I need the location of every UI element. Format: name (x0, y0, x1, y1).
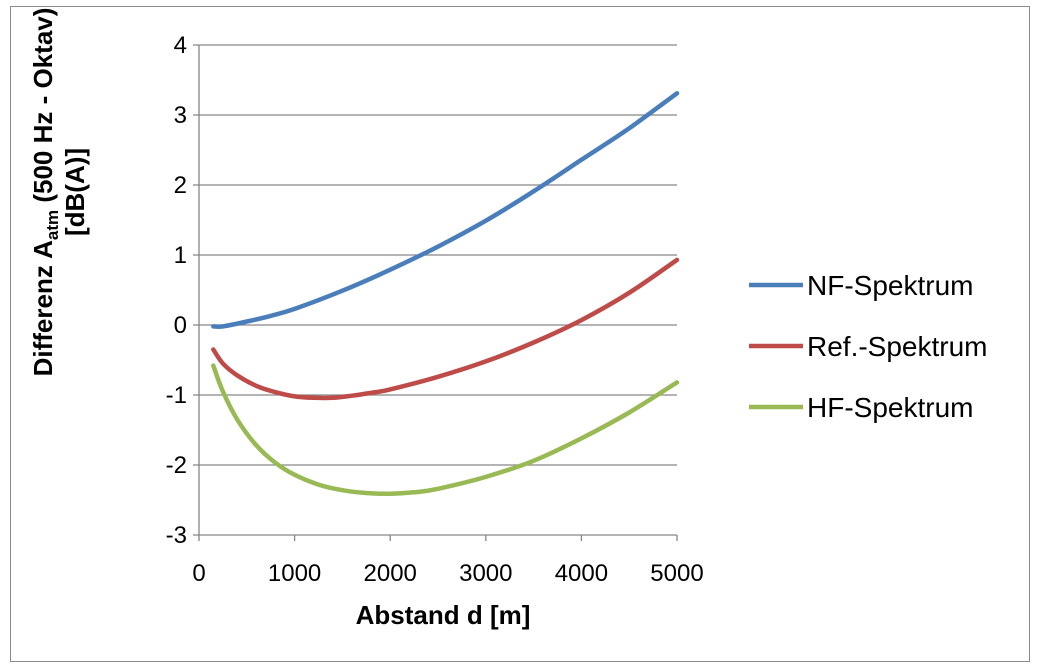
y-tick-label: 0 (174, 312, 187, 339)
series-line-2 (211, 257, 680, 401)
x-tick-label: 4000 (555, 560, 608, 587)
x-axis-title: Abstand d [m] (356, 600, 531, 630)
legend-label: HF-Spektrum (807, 392, 973, 423)
y-axis-title-suffix: (500 Hz - Oktav) (28, 8, 58, 210)
x-tick-label: 1000 (268, 560, 321, 587)
series-line-3 (211, 363, 680, 496)
legend-label: Ref.-Spektrum (807, 331, 988, 362)
y-axis-title-prefix: Differenz A (28, 240, 58, 376)
x-tick-label: 2000 (364, 560, 417, 587)
gridlines (193, 44, 677, 536)
y-axis-title-subscript: atm (43, 210, 62, 240)
y-axis-title-unit: [dB(A)] (60, 148, 90, 236)
y-tick-label: 4 (174, 32, 187, 59)
y-tick-label: 1 (174, 242, 187, 269)
y-tick-label: -1 (166, 382, 187, 409)
x-tick-label: 0 (192, 560, 205, 587)
x-tick-label: 3000 (459, 560, 512, 587)
legend-label: NF-Spektrum (807, 270, 973, 301)
series-line-1 (211, 91, 680, 330)
legend: NF-Spektrum Ref.-Spektrum HF-Spektrum (749, 270, 988, 423)
y-tick-label: 2 (174, 172, 187, 199)
axis-titles: Abstand d [m] Differenz Aatm (500 Hz - O… (28, 8, 530, 630)
series-lines (211, 91, 680, 496)
y-axis-title: Differenz Aatm (500 Hz - Oktav) (28, 8, 62, 377)
chart-frame: 4 3 2 1 0 -1 -2 -3 0 1000 2000 3000 4000 5000 NF-Spek… (10, 6, 1030, 662)
y-tick-label: 3 (174, 102, 187, 129)
x-tick-label: 5000 (650, 560, 703, 587)
y-tick-label: -2 (166, 452, 187, 479)
y-tick-label: -3 (166, 522, 187, 549)
